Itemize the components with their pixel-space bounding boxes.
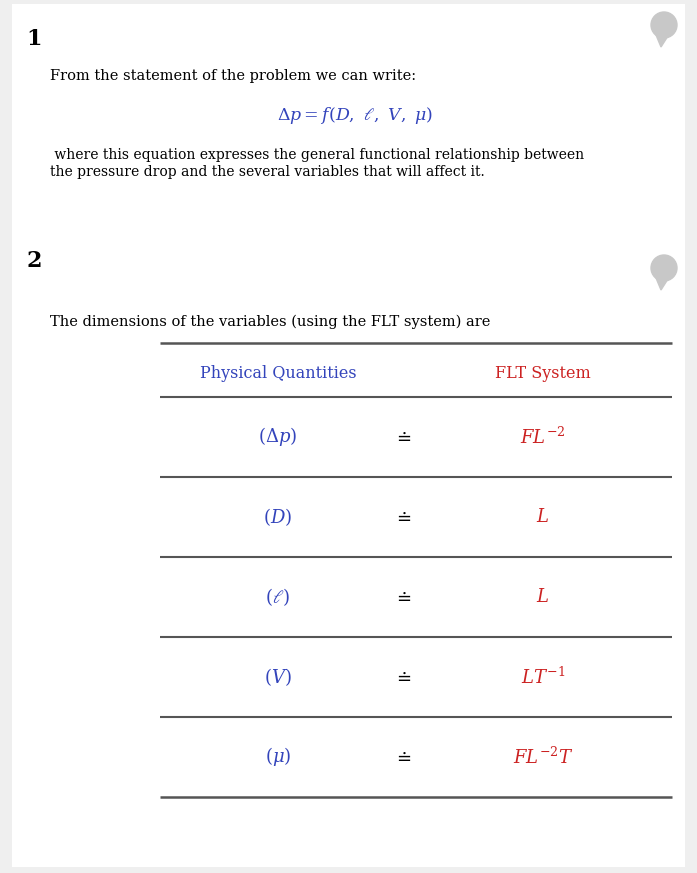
Text: $\doteq$: $\doteq$ <box>392 428 411 446</box>
Text: The dimensions of the variables (using the FLT system) are: The dimensions of the variables (using t… <box>50 315 491 329</box>
Circle shape <box>651 12 677 38</box>
Polygon shape <box>656 35 668 47</box>
Text: $(D)$: $(D)$ <box>263 506 293 528</box>
Text: 2: 2 <box>26 250 42 272</box>
Text: the pressure drop and the several variables that will affect it.: the pressure drop and the several variab… <box>50 165 484 179</box>
Text: $\doteq$: $\doteq$ <box>392 748 411 766</box>
Text: Physical Quantities: Physical Quantities <box>199 365 356 382</box>
Text: $\doteq$: $\doteq$ <box>392 668 411 686</box>
Text: $\Delta p = f(D,\ \ell,\ V,\ \mu)$: $\Delta p = f(D,\ \ell,\ V,\ \mu)$ <box>277 105 433 126</box>
Text: $FL^{-2}T$: $FL^{-2}T$ <box>513 746 573 767</box>
Text: $(\ell)$: $(\ell)$ <box>266 586 291 608</box>
Text: $L$: $L$ <box>537 508 550 526</box>
Text: From the statement of the problem we can write:: From the statement of the problem we can… <box>50 69 416 83</box>
Text: $(\mu)$: $(\mu)$ <box>265 746 291 768</box>
Text: where this equation expresses the general functional relationship between: where this equation expresses the genera… <box>50 148 584 162</box>
Text: FLT System: FLT System <box>495 365 591 382</box>
Text: $(V)$: $(V)$ <box>264 666 292 688</box>
FancyBboxPatch shape <box>12 4 685 867</box>
Text: $(\Delta p)$: $(\Delta p)$ <box>259 425 298 449</box>
Polygon shape <box>656 278 668 290</box>
Text: $FL^{-2}$: $FL^{-2}$ <box>520 426 566 448</box>
Text: $L$: $L$ <box>537 588 550 606</box>
Text: 1: 1 <box>26 28 42 50</box>
Text: $\doteq$: $\doteq$ <box>392 588 411 606</box>
Circle shape <box>651 255 677 281</box>
Text: $\doteq$: $\doteq$ <box>392 508 411 526</box>
Text: $LT^{-1}$: $LT^{-1}$ <box>521 666 565 688</box>
